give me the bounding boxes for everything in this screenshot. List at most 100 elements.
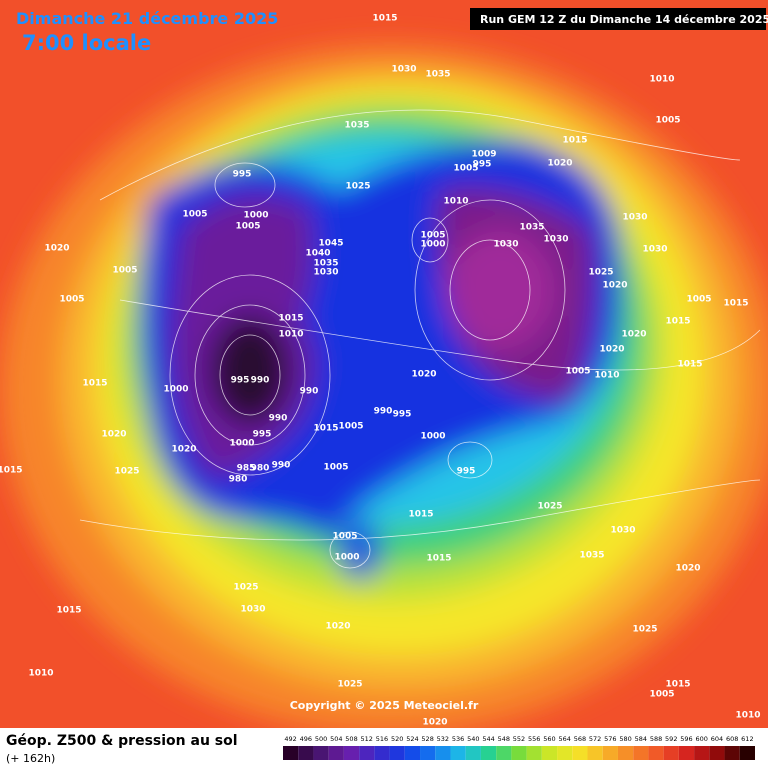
legend-tick-label: 612: [741, 735, 753, 743]
pressure-label: 1025: [537, 502, 562, 512]
color-legend: 492 496 500 504 508 512 516 520 524 528 532 536 540 5…: [283, 735, 755, 760]
pressure-label: 1020: [602, 281, 627, 291]
legend-swatch: [648, 746, 664, 760]
pressure-label: 1010: [443, 197, 468, 207]
pressure-label: 1020: [675, 564, 700, 574]
pressure-label: 1000: [334, 553, 359, 563]
legend-tick-label: 576: [604, 735, 616, 743]
legend-tick-label: 516: [376, 735, 388, 743]
pressure-label: 1030: [313, 268, 338, 278]
legend-tick-label: 596: [680, 735, 692, 743]
pressure-label: 1015: [278, 314, 303, 324]
legend-swatch: [435, 746, 451, 760]
legend-swatch: [420, 746, 436, 760]
legend-swatch: [496, 746, 512, 760]
legend-swatch: [343, 746, 360, 760]
pressure-label: 1020: [171, 445, 196, 455]
legend-tick-label: 552: [513, 735, 525, 743]
pressure-label: 1025: [632, 625, 657, 635]
legend-tick-label: 588: [650, 735, 662, 743]
legend-tick-label: 560: [543, 735, 555, 743]
legend-swatch: [374, 746, 390, 760]
pressure-label: 1030: [391, 65, 416, 75]
pressure-label: 1045: [318, 239, 343, 249]
pressure-label: 1010: [594, 371, 619, 381]
pressure-label: 1025: [114, 467, 139, 477]
pressure-label: 1005: [649, 690, 674, 700]
legend-tick-label: 500: [315, 735, 327, 743]
legend-swatch: [724, 746, 740, 760]
pressure-label: 1015: [677, 360, 702, 370]
pressure-label: 1005: [686, 295, 711, 305]
pressure-label: 990: [272, 461, 291, 471]
pressure-label: 1009: [471, 150, 496, 160]
pressure-label: 995: [473, 160, 492, 170]
pressure-label: 1015: [56, 606, 81, 616]
legend-swatch: [541, 746, 558, 760]
pressure-label: 1005: [332, 532, 357, 542]
legend-tick-label: 508: [345, 735, 357, 743]
pressure-label: 1005: [420, 231, 445, 241]
legend-swatch: [404, 746, 421, 760]
time-label: 7:00 locale: [22, 31, 151, 55]
pressure-label: 1030: [610, 526, 635, 536]
legend-swatch: [678, 746, 695, 760]
pressure-label: 1000: [229, 439, 254, 449]
legend-tick-label: 528: [421, 735, 433, 743]
pressure-label: 1025: [233, 583, 258, 593]
legend-tick-label: 548: [498, 735, 510, 743]
pressure-label: 1010: [649, 75, 674, 85]
legend-swatch: [313, 746, 329, 760]
pressure-label: 1020: [547, 159, 572, 169]
legend-tick-label: 504: [330, 735, 342, 743]
pressure-label: 1030: [622, 213, 647, 223]
legend-tick-label: 592: [665, 735, 677, 743]
run-label: Run GEM 12 Z du Dimanche 14 décembre 202…: [480, 13, 768, 26]
pressure-label: 1015: [372, 14, 397, 24]
pressure-label: 1005: [59, 295, 84, 305]
legend-swatch: [587, 746, 603, 760]
pressure-label: 1025: [345, 182, 370, 192]
legend-tick-label: 600: [695, 735, 707, 743]
legend-tick-label: 520: [391, 735, 403, 743]
pressure-label: 1035: [425, 70, 450, 80]
pressure-label: 1030: [642, 245, 667, 255]
legend-swatch: [557, 746, 573, 760]
pressure-label: 1015: [426, 554, 451, 564]
pressure-label: 990: [374, 407, 393, 417]
legend-tick-label: 532: [437, 735, 449, 743]
pressure-label: 1005: [655, 116, 680, 126]
pressure-label: 1015: [313, 424, 338, 434]
legend-tick-label: 496: [300, 735, 312, 743]
pressure-label: 990: [251, 376, 270, 386]
pressure-label: 985: [237, 464, 256, 474]
legend-swatch: [709, 746, 725, 760]
legend-swatch: [465, 746, 481, 760]
pressure-label: 1030: [543, 235, 568, 245]
pressure-label: 1035: [579, 551, 604, 561]
pressure-label: 980: [229, 475, 248, 485]
pressure-label: 1010: [28, 669, 53, 679]
pressure-label: 995: [233, 170, 252, 180]
pressure-label: 995: [253, 430, 272, 440]
pressure-label: 995: [231, 376, 250, 386]
pressure-label: 1005: [323, 463, 348, 473]
pressure-label: 995: [393, 410, 412, 420]
legend-swatch: [328, 746, 344, 760]
pressure-label: 1005: [235, 222, 260, 232]
pressure-label: 1035: [519, 223, 544, 233]
pressure-label: 1030: [493, 240, 518, 250]
legend-swatch: [663, 746, 679, 760]
pressure-label: 1025: [588, 268, 613, 278]
legend-tick-label: 524: [406, 735, 418, 743]
pressure-label: 1015: [82, 379, 107, 389]
pressure-label: 1015: [665, 680, 690, 690]
legend-tick-label: 564: [558, 735, 570, 743]
pressure-label: 1005: [112, 266, 137, 276]
legend-swatch: [617, 746, 634, 760]
pressure-label: 1035: [344, 121, 369, 131]
legend-tick-label: 512: [361, 735, 373, 743]
pressure-label: 1020: [44, 244, 69, 254]
